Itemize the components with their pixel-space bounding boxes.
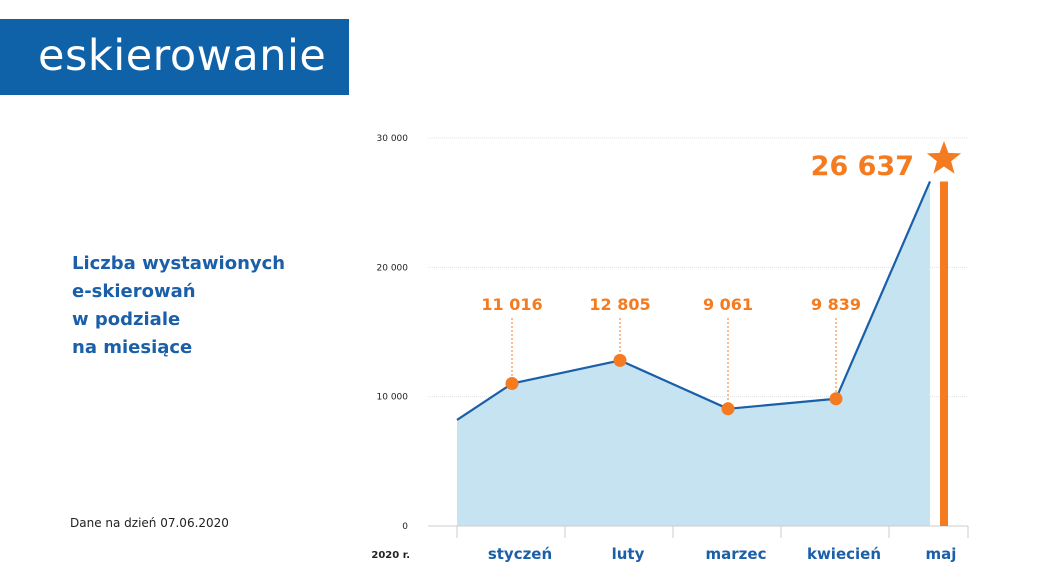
y-tick-label: 10 000 <box>377 393 409 403</box>
area-fill <box>457 181 930 526</box>
x-tick-label: kwiecień <box>807 545 881 563</box>
chart-title-line-2: e-skierowań <box>72 281 196 302</box>
highlight-bar <box>940 181 948 526</box>
data-label: 12 805 <box>589 295 650 314</box>
logo-banner: eskierowanie <box>0 19 349 95</box>
data-date-note: Dane na dzień 07.06.2020 <box>70 516 229 530</box>
data-point <box>613 353 627 367</box>
chart-title: Liczba wystawionych e-skierowań w podzia… <box>72 250 332 362</box>
logo-text: eskierowanie <box>38 31 327 81</box>
data-point <box>721 402 735 416</box>
data-label: 11 016 <box>481 295 542 314</box>
y-tick-label: 0 <box>402 522 408 532</box>
data-label-highlight: 26 637 <box>811 151 914 182</box>
x-tick-label: luty <box>612 545 645 563</box>
x-tick-label: maj <box>926 545 957 563</box>
chart-title-line-4: na miesiące <box>72 337 193 358</box>
chart-title-line-3: w podziale <box>72 309 181 330</box>
y-tick-label: 20 000 <box>377 263 409 273</box>
x-tick-label: styczeń <box>488 545 552 563</box>
star-icon <box>926 141 962 174</box>
data-point <box>829 392 843 406</box>
x-axis-year-label: 2020 r. <box>371 550 410 561</box>
chart-title-line-1: Liczba wystawionych <box>72 253 286 274</box>
x-tick-label: marzec <box>706 545 767 563</box>
y-tick-label: 30 000 <box>377 134 409 144</box>
data-label: 9 061 <box>703 295 753 314</box>
data-label: 9 839 <box>811 295 861 314</box>
series-line <box>456 181 932 421</box>
data-point <box>505 377 519 391</box>
